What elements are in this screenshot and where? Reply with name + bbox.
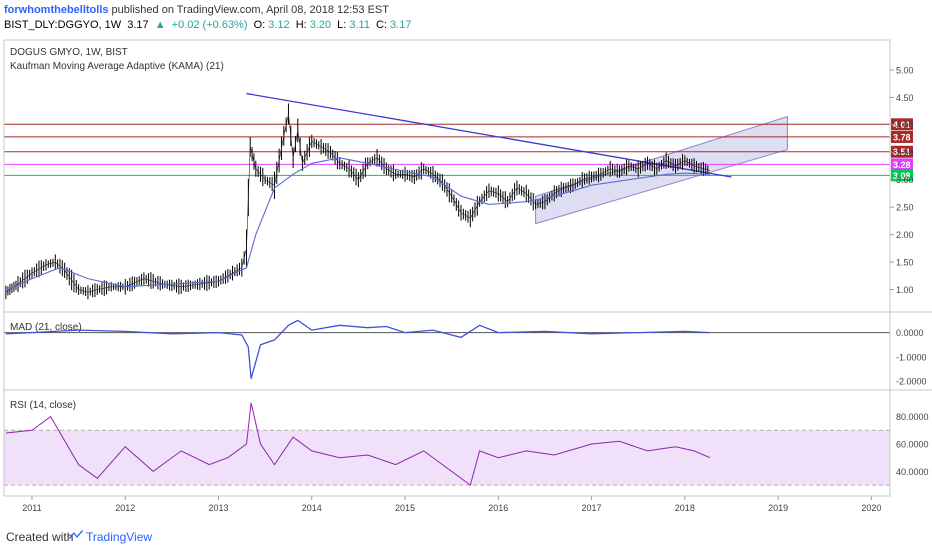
rsi-tick-label: 60.0000 xyxy=(896,440,929,450)
x-tick-label: 2019 xyxy=(768,503,788,513)
trend-channel[interactable] xyxy=(535,115,788,225)
rsi-title: RSI (14, close) xyxy=(10,400,76,411)
x-tick-label: 2013 xyxy=(208,503,228,513)
mad-pane[interactable]: 0.0000 -1.0000 -2.0000 MAD (21, close) xyxy=(4,319,927,387)
mad-title: MAD (21, close) xyxy=(10,322,82,333)
symbol-label: BIST_DLY:DGGYO, 1W xyxy=(4,19,122,31)
high-label: H: xyxy=(295,19,307,31)
y-tick-label: 4.00 xyxy=(896,120,914,130)
rsi-tick-label: 80.0000 xyxy=(896,412,929,422)
y-tick-label: 2.50 xyxy=(896,203,914,213)
publish-line: forwhomthebelltolls published on Trading… xyxy=(4,4,389,16)
level-label: 4.01 xyxy=(893,120,911,130)
x-tick-label: 2018 xyxy=(675,503,695,513)
mad-tick-label: 0.0000 xyxy=(896,328,924,338)
kama-line xyxy=(5,157,711,292)
y-tick-label: 3.50 xyxy=(896,148,914,158)
price-change: +0.02 (+0.63%) xyxy=(171,19,248,31)
y-tick-label: 4.50 xyxy=(896,93,914,103)
rsi-pane[interactable]: 80.0000 60.0000 40.0000 RSI (14, close) xyxy=(4,400,929,486)
level-label-bg xyxy=(891,145,913,158)
up-arrow-icon: ▲ xyxy=(154,19,166,31)
last-price: 3.17 xyxy=(127,19,149,31)
open-value: 3.12 xyxy=(268,19,290,31)
low-value: 3.11 xyxy=(349,19,370,31)
x-tick-label: 2011 xyxy=(22,503,41,513)
level-label-bg xyxy=(891,158,913,171)
chart-header: forwhomthebelltolls published on Trading… xyxy=(0,0,932,34)
level-label-bg xyxy=(891,169,913,182)
price-pane[interactable]: 4.01 3.78 3.51 3.283.08 1.00 1.50 2.00 2.50 3.00… xyxy=(4,47,914,300)
rsi-line xyxy=(5,402,711,486)
trendline[interactable] xyxy=(246,92,732,178)
x-tick-label: 2016 xyxy=(488,503,508,513)
y-tick-label: 1.50 xyxy=(896,258,914,268)
level-label: 3.78 xyxy=(893,132,911,142)
chart-svg[interactable]: 4.01 3.78 3.51 3.283.08 1.00 1.50 2.00 2.50 3.00… xyxy=(0,0,932,522)
level-label: 3.08 xyxy=(893,171,911,181)
price-line xyxy=(5,113,711,293)
x-tick-label: 2014 xyxy=(302,503,322,513)
time-axis[interactable]: 2011 2012 2013 2014 2015 2016 2017 2018 2019 2020 xyxy=(22,496,881,513)
mad-line xyxy=(5,319,711,379)
y-tick-label: 5.00 xyxy=(896,65,914,75)
author-link[interactable]: forwhomthebelltolls xyxy=(4,4,109,16)
y-tick-label: 3.00 xyxy=(896,175,914,185)
level-label-bg xyxy=(891,130,913,143)
created-with-text: Created with xyxy=(6,530,74,544)
open-label: O: xyxy=(253,19,266,31)
mad-tick-label: -2.0000 xyxy=(896,377,927,387)
y-tick-label: 1.00 xyxy=(896,285,914,295)
close-value: 3.17 xyxy=(390,19,412,31)
publish-text: published on TradingView.com, April 08, … xyxy=(108,4,389,16)
rsi-tick-label: 40.0000 xyxy=(896,467,929,477)
low-label: L: xyxy=(337,19,347,31)
x-tick-label: 2015 xyxy=(395,503,415,513)
x-tick-label: 2020 xyxy=(861,503,881,513)
x-tick-label: 2017 xyxy=(582,503,602,513)
footer: Created with TradingView xyxy=(0,522,932,550)
chart-title: DOGUS GMYO, 1W, BIST xyxy=(10,47,128,58)
rsi-band xyxy=(4,430,890,486)
level-label: 3.28 xyxy=(893,160,911,170)
chart-subtitle: Kaufman Moving Average Adaptive (KAMA) (… xyxy=(10,61,224,72)
close-label: C: xyxy=(376,19,388,31)
y-tick-label: 2.00 xyxy=(896,230,914,240)
level-label: 3.51 xyxy=(893,147,911,157)
x-tick-label: 2012 xyxy=(115,503,135,513)
tradingview-brand[interactable]: TradingView xyxy=(86,530,153,544)
mad-tick-label: -1.0000 xyxy=(896,352,927,362)
symbol-line: BIST_DLY:DGGYO, 1W 3.17 ▲ +0.02 (+0.63%)… xyxy=(4,19,414,31)
tradingview-logo-icon[interactable] xyxy=(68,529,84,541)
chart-frame xyxy=(3,39,891,497)
level-label-bg xyxy=(891,118,913,131)
high-value: 3.20 xyxy=(309,19,332,31)
